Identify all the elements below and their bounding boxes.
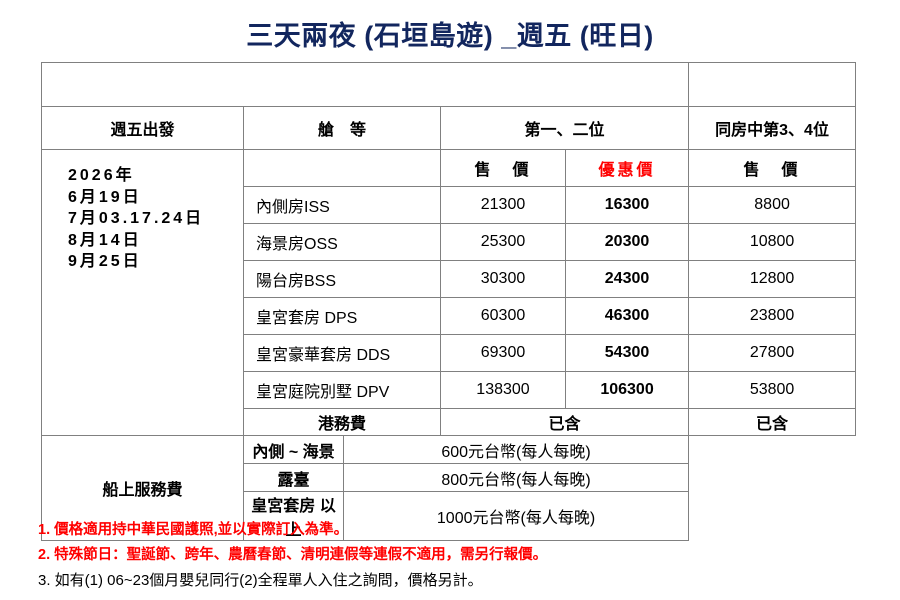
service-fee-row: 皇宮套房 以上 1000元台幣(每人每晚) [42, 491, 856, 541]
date-line-3: 8月14日 [68, 231, 142, 249]
promo-price: 20300 [564, 223, 690, 261]
list-price: 21300 [440, 186, 566, 224]
list-price: 25300 [440, 223, 566, 261]
subheader-promo-price: 優惠價 [564, 149, 690, 187]
subheader-list-price: 售 價 [440, 149, 566, 187]
subheader-third-fourth-price: 售 價 [688, 149, 857, 187]
navy-banner-row [40, 62, 857, 107]
date-line-1: 6月19日 [68, 188, 142, 206]
footnotes: 1. 價格適用持中華民國護照,並以實際訂入為準。 2. 特殊節日：聖誕節、跨年、… [38, 518, 878, 593]
promo-price: 46300 [564, 297, 690, 335]
cabin-name: 陽台房BSS [243, 260, 441, 298]
table-subheader-row: 2026年 6月19日 7月03.17.24日 8月14日 9月25日 售 價 … [41, 149, 857, 436]
promo-price: 54300 [564, 334, 690, 372]
table-row: 陽台房BSS 30300 24300 12800 [42, 260, 857, 298]
promo-price: 24300 [564, 260, 690, 298]
header-third-fourth: 同房中第3、4位 [688, 106, 857, 150]
port-fee-third-fourth: 已含 [688, 408, 857, 436]
cabin-name: 皇宮豪華套房 DDS [243, 334, 441, 372]
list-price: 69300 [440, 334, 566, 372]
list-price: 60300 [440, 297, 566, 335]
date-line-4: 9月25日 [68, 253, 142, 271]
date-line-0: 2026年 [68, 167, 135, 184]
extra-guest-price: 8800 [688, 186, 857, 224]
date-line-2: 7月03.17.24日 [68, 210, 205, 228]
table-row: 皇宮套房 DPS 60300 46300 23800 [42, 297, 857, 335]
footnote-3: 3. 如有(1) 06~23個月嬰兒同行(2)全程單人入住之詢問，價格另計。 [38, 572, 483, 589]
service-fee-amount: 1000元台幣(每人每晚) [342, 491, 690, 541]
service-fee-label: 船上服務費 [41, 435, 244, 541]
footnote-1: 1. 價格適用持中華民國護照,並以實際訂入為準。 [38, 522, 349, 538]
cabin-name: 皇宮庭院別墅 DPV [243, 371, 441, 409]
extra-guest-price: 12800 [688, 260, 857, 298]
extra-guest-price: 10800 [688, 223, 857, 261]
service-fee-tier: 內側 ~ 海景 [243, 435, 344, 464]
footnote-2: 2. 特殊節日：聖誕節、跨年、農曆春節、清明連假等連假不適用，需另行報價。 [38, 547, 548, 563]
subheader-blank [243, 149, 441, 187]
extra-guest-price: 27800 [688, 334, 857, 372]
header-departure: 週五出發 [41, 106, 244, 150]
extra-guest-price: 23800 [688, 297, 857, 335]
port-fee-first-second: 已含 [439, 408, 690, 436]
list-price: 138300 [440, 371, 566, 409]
list-price: 30300 [440, 260, 566, 298]
page-title: 三天兩夜 (石垣島遊) _週五 (旺日) [246, 21, 654, 51]
header-first-second: 第一、二位 [439, 106, 690, 150]
cabin-name: 內側房ISS [243, 186, 441, 224]
service-fee-tier: 露臺 [243, 463, 344, 492]
port-fee-row: 港務費 已含 已含 [42, 408, 857, 436]
header-cabin-class: 艙 等 [243, 106, 441, 150]
cabin-name: 海景房OSS [243, 223, 441, 261]
extra-guest-price: 53800 [688, 371, 857, 409]
table-row: 皇宮庭院別墅 DPV 138300 106300 53800 [42, 371, 857, 409]
promo-price: 106300 [564, 371, 690, 409]
navy-banner-right [688, 62, 857, 107]
service-fee-row: 露臺 800元台幣(每人每晚) [42, 463, 856, 492]
navy-banner-left [40, 62, 690, 107]
table-row: 海景房OSS 25300 20300 10800 [42, 223, 857, 261]
departure-dates-cell: 2026年 6月19日 7月03.17.24日 8月14日 9月25日 [41, 149, 244, 436]
table-header-row: 週五出發 艙 等 第一、二位 同房中第3、4位 [41, 106, 857, 150]
promo-price: 16300 [564, 186, 690, 224]
service-fee-tier: 皇宮套房 以上 [243, 491, 344, 541]
service-fee-amount: 800元台幣(每人每晚) [342, 463, 690, 492]
service-fee-amount: 600元台幣(每人每晚) [342, 435, 690, 464]
table-row: 內側房ISS 21300 16300 8800 [42, 186, 857, 224]
service-fee-row: 船上服務費 內側 ~ 海景 600元台幣(每人每晚) [41, 435, 856, 541]
cabin-name: 皇宮套房 DPS [243, 297, 441, 335]
price-table: 週五出發 艙 等 第一、二位 同房中第3、4位 2026年 6月19日 7月03… [40, 62, 857, 541]
port-fee-label: 港務費 [243, 408, 441, 436]
